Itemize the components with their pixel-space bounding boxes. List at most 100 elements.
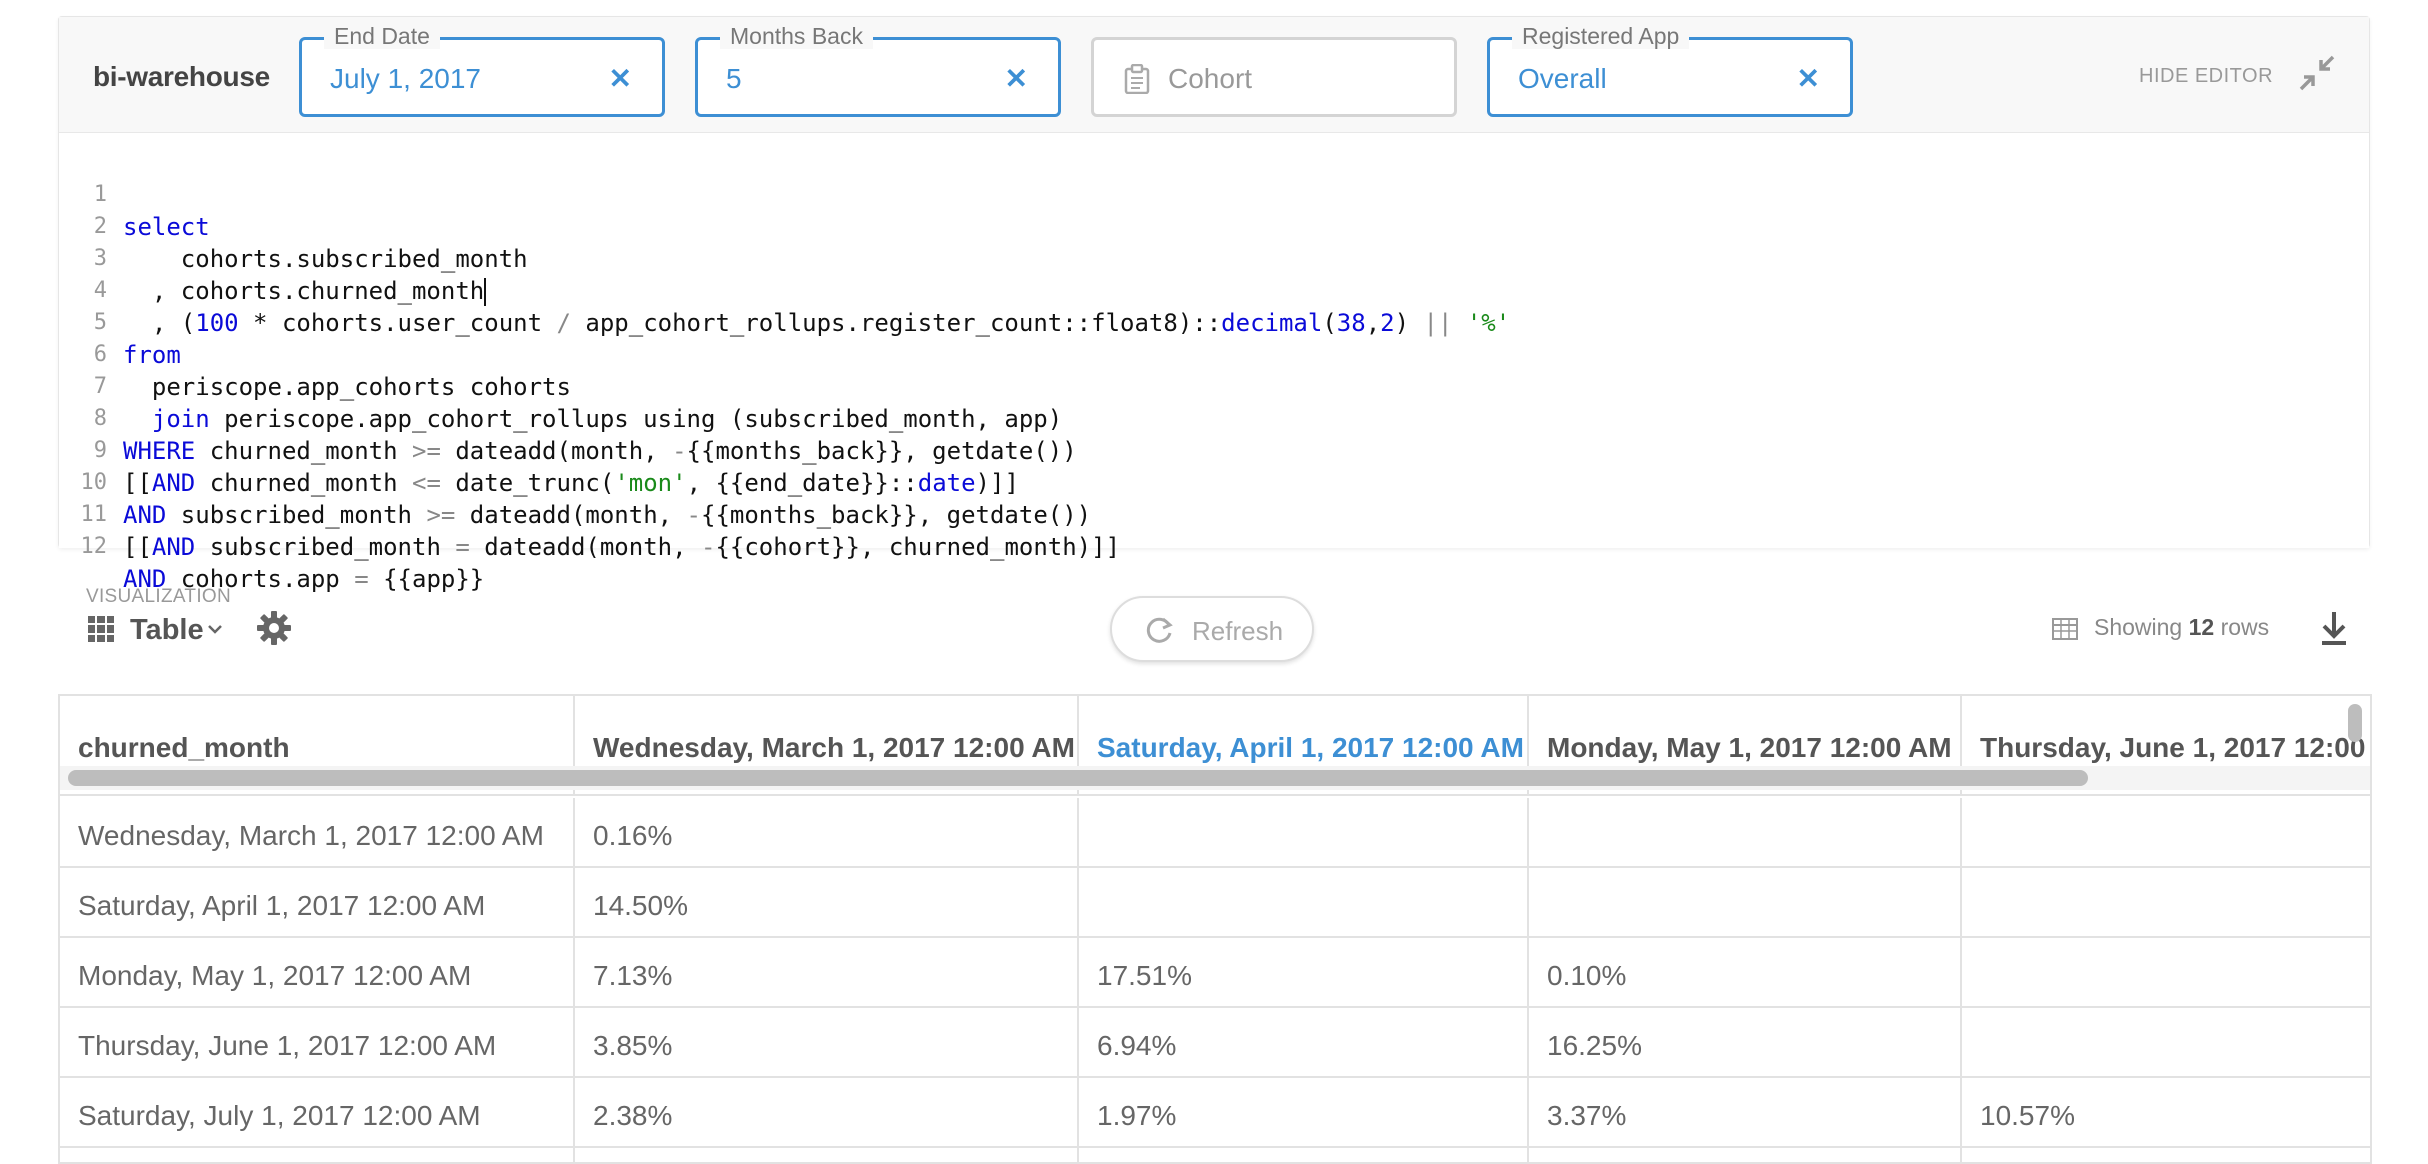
- table-cell: [575, 1148, 1079, 1162]
- chevron-down-icon[interactable]: [206, 620, 224, 643]
- line-number: 12: [80, 534, 108, 559]
- line-number: 8: [93, 406, 107, 431]
- column-header[interactable]: Wednesday, March 1, 2017 12:00 AM: [575, 696, 1079, 796]
- table-cell: 6.94%: [1079, 1008, 1529, 1078]
- code-text: cohorts.subscribed_month: [123, 245, 528, 273]
- table-cell: 3.85%: [575, 1008, 1079, 1078]
- table-cell: [1962, 1148, 2370, 1162]
- line-number: 1: [93, 182, 107, 207]
- line-number: 9: [93, 438, 107, 463]
- table-cell: Saturday, April 1, 2017 12:00 AM: [60, 868, 575, 938]
- refresh-button[interactable]: Refresh: [1110, 596, 1314, 662]
- table-cell: 2.38%: [575, 1078, 1079, 1148]
- sql-editor-card: bi-warehouse End Date July 1, 2017 ✕ Mon…: [58, 16, 2370, 593]
- code-text: WHERE churned_month >= dateadd(month, -{…: [123, 437, 1077, 465]
- clipboard-icon: [1124, 63, 1150, 99]
- row-count-label: Showing 12 rows: [2094, 614, 2269, 641]
- filter-value[interactable]: Overall: [1518, 63, 1607, 94]
- download-icon[interactable]: [2318, 608, 2350, 653]
- hide-editor-button[interactable]: HIDE EDITOR: [2139, 65, 2274, 87]
- rows-suffix: rows: [2220, 614, 2270, 640]
- code-line: 8 WHERE churned_month >= dateadd(month, …: [59, 371, 1077, 465]
- rows-count: 12: [2188, 614, 2215, 640]
- table-cell: Monday, May 1, 2017 12:00 AM: [60, 938, 575, 1008]
- code-line: 4 , (100 * cohorts.user_count / app_coho…: [59, 243, 1510, 337]
- table-cell: 0.16%: [575, 798, 1079, 868]
- code-line: 2 cohorts.subscribed_month: [59, 179, 528, 273]
- table-cell: [1962, 938, 2370, 1008]
- table-cell: 3.37%: [1529, 1078, 1962, 1148]
- filter-registered-app[interactable]: Registered App Overall ✕: [1487, 23, 1853, 117]
- table-cell: [1079, 868, 1529, 938]
- table-cell: [1529, 868, 1962, 938]
- refresh-label: Refresh: [1192, 616, 1284, 646]
- code-line: 5 from: [59, 275, 181, 369]
- table-cell: 10.57%: [1980, 1100, 2075, 1131]
- code-text: join periscope.app_cohort_rollups using …: [151, 405, 1063, 433]
- filter-label: Months Back: [720, 23, 873, 49]
- column-header[interactable]: Thursday, June 1, 2017 12:00: [1980, 732, 2366, 763]
- sql-code-editor[interactable]: 1 select 2 cohorts.subscribed_month 3 , …: [59, 134, 2369, 593]
- rows-prefix: Showing: [2094, 614, 2183, 640]
- filter-cohort[interactable]: Cohort: [1091, 37, 1457, 117]
- table-header: churned_month Wednesday, March 1, 2017 1…: [60, 696, 2370, 796]
- collapse-icon[interactable]: [2297, 53, 2337, 98]
- database-name[interactable]: bi-warehouse: [93, 61, 270, 92]
- table-cell: Wednesday, March 1, 2017 12:00 AM: [60, 798, 575, 868]
- table-cell: 1.97%: [1079, 1078, 1529, 1148]
- table-cell: Thursday, June 1, 2017 12:00 AM: [60, 1008, 575, 1078]
- code-line: 9 [[AND churned_month <= date_trunc('mon…: [59, 403, 1019, 497]
- column-header[interactable]: Saturday, April 1, 2017 12:00 AM: [1079, 696, 1529, 796]
- scrollbar-thumb[interactable]: [68, 770, 2088, 786]
- line-number: 3: [93, 246, 107, 271]
- code-text: [[AND subscribed_month = dateadd(month, …: [123, 533, 1121, 561]
- line-number: 5: [93, 310, 107, 335]
- code-text: , cohorts.churned_month: [123, 277, 487, 306]
- table-cell: [60, 1148, 575, 1162]
- gear-icon[interactable]: [256, 610, 292, 651]
- table-cell: [1529, 798, 1962, 868]
- table-cell: 17.51%: [1079, 938, 1529, 1008]
- code-text: periscope.app_cohorts cohorts: [123, 373, 571, 401]
- filter-value[interactable]: July 1, 2017: [330, 63, 481, 94]
- column-header[interactable]: Monday, May 1, 2017 12:00 AM: [1529, 696, 1962, 796]
- filter-placeholder[interactable]: Cohort: [1168, 63, 1253, 94]
- table-cell: 16.25%: [1529, 1008, 1962, 1078]
- code-line: 10 AND subscribed_month >= dateadd(month…: [59, 435, 1092, 529]
- clear-icon[interactable]: ✕: [608, 63, 632, 94]
- table-cell: [1962, 868, 2370, 938]
- filter-value[interactable]: 5: [726, 63, 742, 94]
- clear-icon[interactable]: ✕: [1796, 63, 1820, 94]
- line-number: 11: [80, 502, 108, 527]
- code-line: 1 select: [59, 147, 210, 241]
- table-cell: [1079, 798, 1529, 868]
- code-text: from: [123, 341, 181, 369]
- refresh-icon: [1144, 616, 1174, 651]
- filter-bar: bi-warehouse End Date July 1, 2017 ✕ Mon…: [59, 17, 2369, 133]
- table-cell: [1079, 1148, 1529, 1162]
- horizontal-scrollbar[interactable]: [60, 766, 2370, 790]
- table-row: Monday, May 1, 2017 12:00 AM 7.13% 17.51…: [60, 938, 2370, 1008]
- code-text: AND cohorts.app = {{app}}: [123, 565, 485, 593]
- clear-icon[interactable]: ✕: [1004, 63, 1028, 94]
- code-text: select: [123, 213, 210, 241]
- table-row: Saturday, July 1, 2017 12:00 AM 2.38% 1.…: [60, 1078, 2370, 1148]
- code-line: 12 AND cohorts.app = {{app}}: [59, 499, 485, 593]
- vertical-scrollbar[interactable]: [2348, 704, 2362, 742]
- code-text: [[AND churned_month <= date_trunc('mon',…: [123, 469, 1019, 497]
- filter-months-back[interactable]: Months Back 5 ✕: [695, 23, 1061, 117]
- table-cell: Saturday, July 1, 2017 12:00 AM: [60, 1078, 575, 1148]
- text-cursor: [484, 278, 487, 306]
- line-number: 6: [93, 342, 107, 367]
- visualization-label: VISUALIZATION: [86, 586, 232, 607]
- code-line: 7 join periscope.app_cohort_rollups usin…: [59, 339, 1062, 433]
- visualization-type-select[interactable]: Table: [130, 614, 204, 646]
- code-line: 11 [[AND subscribed_month = dateadd(mont…: [59, 467, 1121, 561]
- line-number: 10: [80, 470, 108, 495]
- line-number: 7: [93, 374, 107, 399]
- line-number: 2: [93, 214, 107, 239]
- filter-label: Registered App: [1512, 23, 1690, 49]
- column-header[interactable]: churned_month: [60, 696, 575, 796]
- filter-end-date[interactable]: End Date July 1, 2017 ✕: [299, 23, 665, 117]
- table-icon: [88, 616, 114, 647]
